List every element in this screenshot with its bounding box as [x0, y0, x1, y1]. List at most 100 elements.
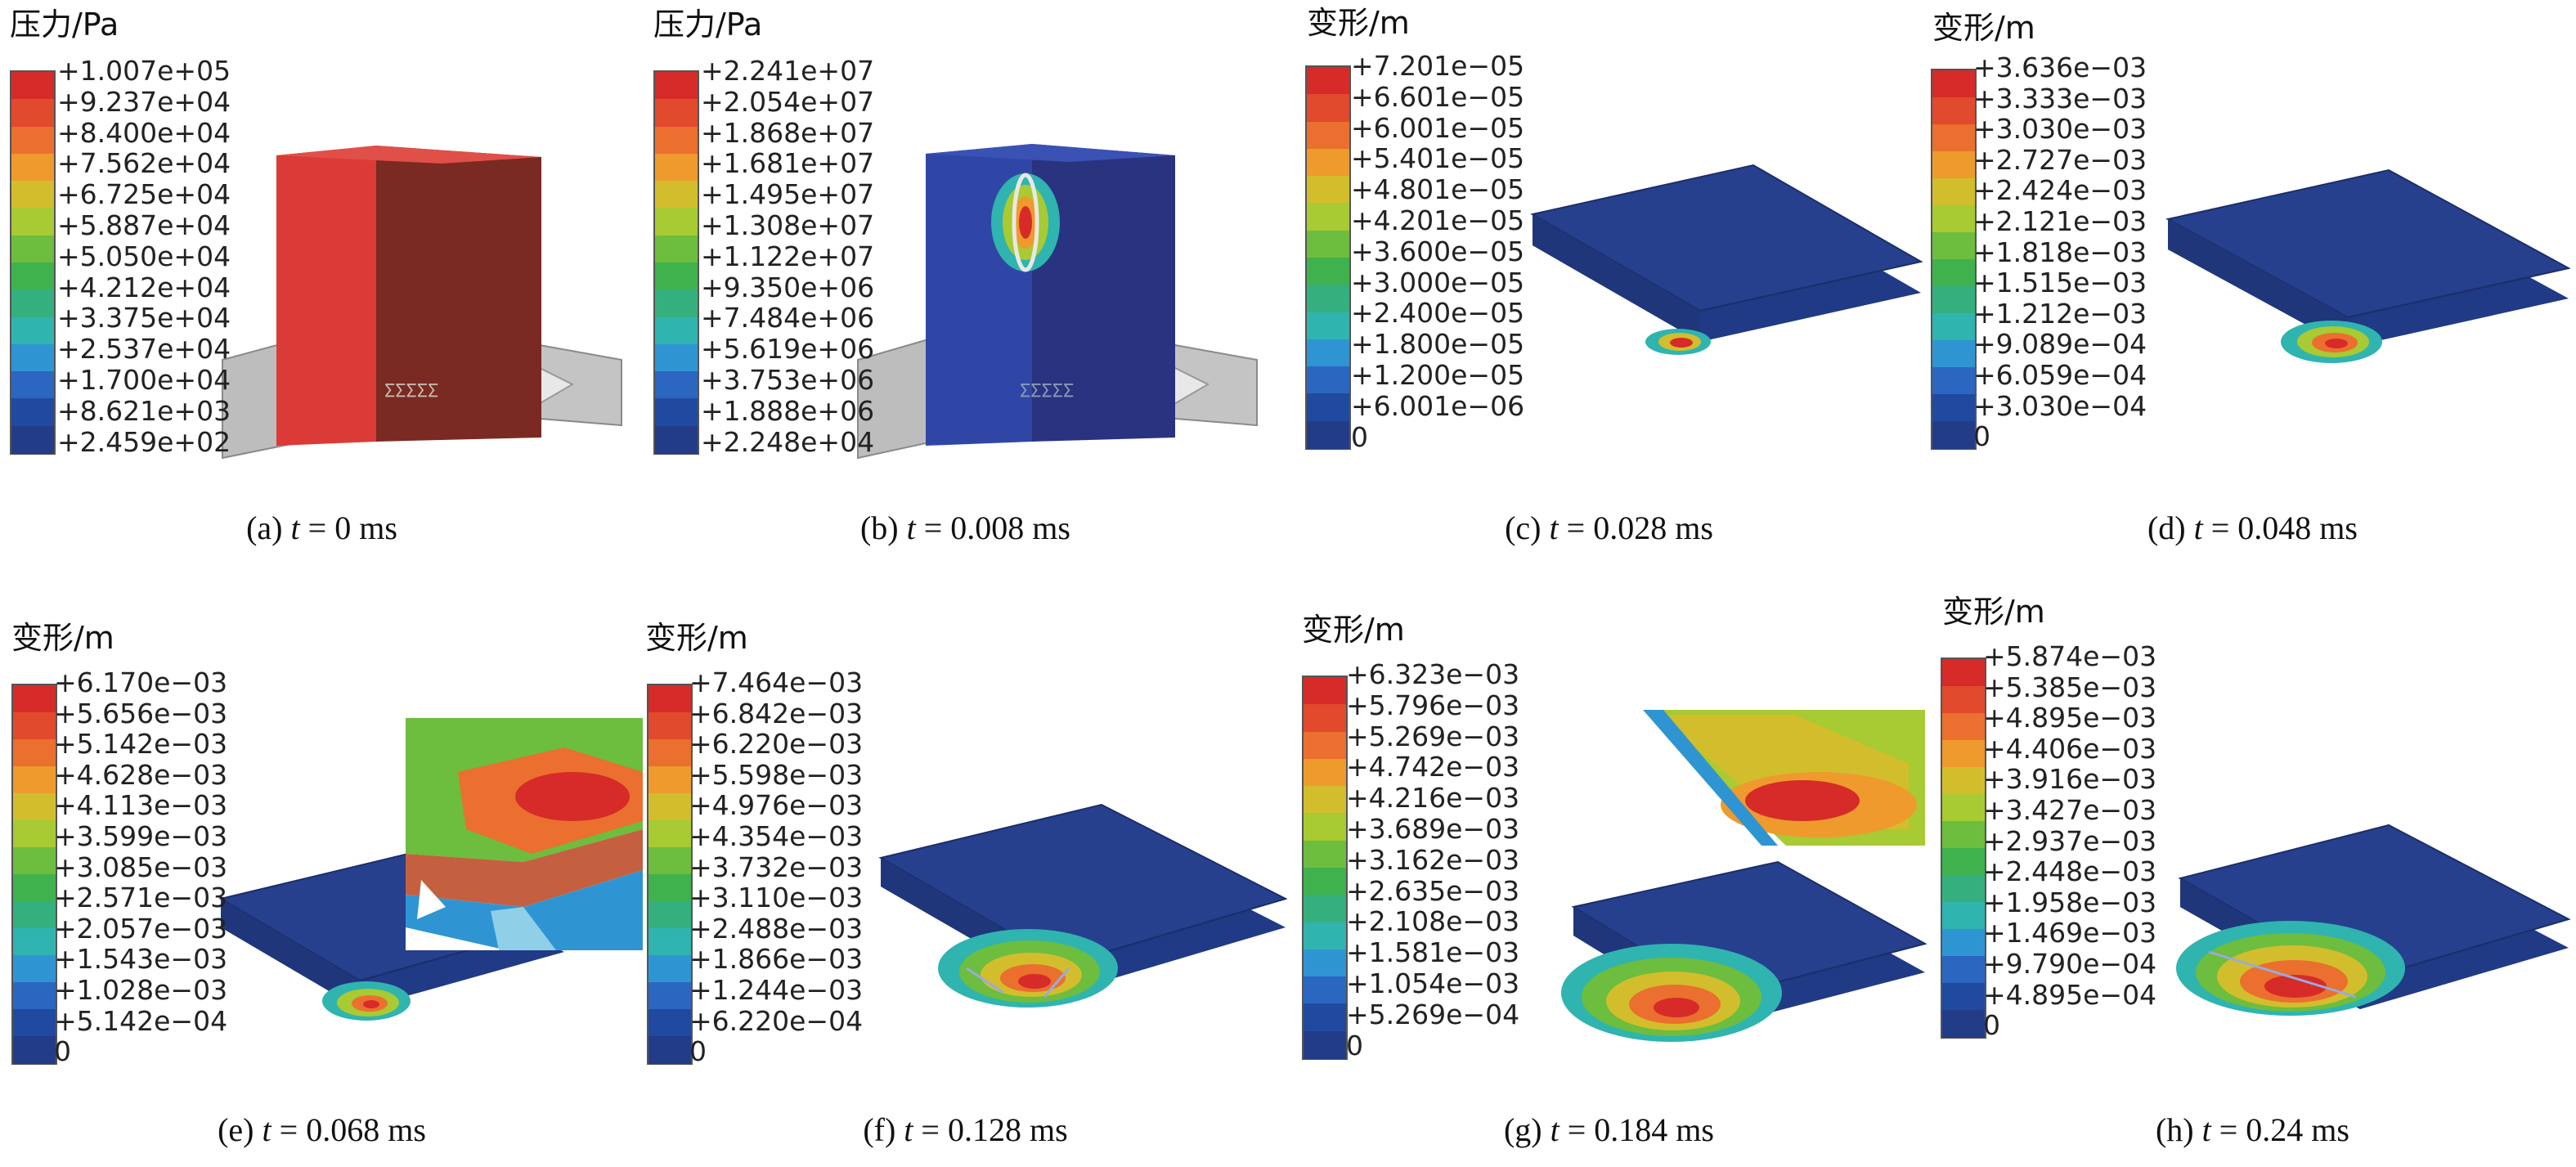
legend-color-band [655, 290, 698, 318]
legend-tick-label: 0 [54, 1035, 71, 1068]
legend-tick-label: 0 [689, 1035, 707, 1068]
legend-color-band [1307, 258, 1349, 286]
legend-color-band [1304, 677, 1346, 706]
legend-tick-label: +3.636e−03 [1973, 52, 2147, 83]
panel-caption: (a) t = 0 ms [246, 509, 397, 546]
legend-tick-label: +5.887e+04 [57, 209, 231, 241]
legend-tick-label: +3.732e−03 [689, 851, 864, 883]
legend-tick-label: +3.600e−05 [1351, 235, 1525, 267]
legend-tick-label: +9.237e+04 [57, 85, 231, 118]
legend-color-band [11, 208, 54, 236]
legend-tick-label: +1.054e−03 [1346, 967, 1520, 999]
legend-tick-label: +5.142e−03 [54, 728, 228, 761]
legend-tick-label: +5.656e−03 [54, 697, 228, 729]
legend-tick-label: +3.375e+04 [57, 302, 231, 334]
legend-color-band [648, 955, 691, 983]
panel-c: 变形/m (c) t = 0.028 ms +7.201e−05 +6.601e−… [1287, 0, 1931, 583]
legend-color-band [11, 181, 54, 209]
legend-tick-label: +2.448e−03 [1983, 855, 2157, 888]
legend-color-band [1307, 94, 1349, 123]
panel-caption: (g) t = 0.184 ms [1503, 1111, 1714, 1148]
legend-tick-label: +6.170e−03 [54, 667, 228, 698]
panel-g: 变形/m (g) t = 0.184 ms +6.323e−03 +5.796e−… [1287, 584, 1931, 1167]
legend-color-band [11, 343, 54, 373]
legend-tick-label: +1.122e+07 [701, 240, 875, 272]
legend-tick-label: +5.874e−03 [1983, 640, 2157, 672]
legend-color-band [1942, 767, 1985, 795]
legend-color-band [1307, 339, 1349, 368]
legend-tick-label: +3.085e−03 [54, 851, 228, 883]
legend-tick-label: +5.619e+06 [701, 333, 875, 366]
panel-b: 压力/Pa ΣΣΣΣΣ (b) t = 0.008 ms +2.241e+07 +… [644, 0, 1287, 583]
legend-tick-label: +1.681e+07 [701, 147, 875, 180]
panel-h: 变形/m (h) t = 0.24 ms +5.874e−03 +5.385e−0… [1931, 584, 2574, 1167]
legend-tick-label: +1.244e−03 [689, 974, 864, 1006]
legend-title: 变形/m [1307, 5, 1410, 41]
legend-tick-label: 0 [1983, 1009, 2000, 1042]
legend-color-band [1942, 929, 1985, 957]
legend-tick-label: +6.059e−04 [1973, 359, 2147, 391]
legend-color-band [1304, 1003, 1346, 1032]
legend-color-band [13, 739, 56, 767]
color-legend-bar [11, 684, 57, 1065]
legend-tick-label: +3.753e+06 [701, 364, 875, 396]
panel-caption: (h) t = 0.24 ms [2155, 1111, 2349, 1148]
legend-tick-label: +4.976e−03 [689, 789, 864, 822]
legend-tick-label: +7.201e−05 [1351, 50, 1525, 82]
legend-color-band [648, 793, 691, 821]
legend-title: 变形/m [1302, 612, 1405, 648]
legend-tick-label: +2.424e−03 [1973, 174, 2147, 207]
legend-tick-label: +1.958e−03 [1983, 886, 2157, 918]
legend-tick-label: +1.200e−05 [1351, 359, 1525, 391]
legend-tick-label: 0 [1973, 420, 1990, 453]
legend-color-band [1307, 121, 1349, 150]
legend-tick-label: +3.427e−03 [1983, 794, 2157, 826]
legend-color-band [1304, 1030, 1346, 1059]
panel-a: 压力/Pa ΣΣΣΣΣ (a) t = 0 ms +1.007e+05 +9.23… [0, 0, 644, 583]
legend-color-band [13, 766, 56, 794]
color-legend-bar [1941, 658, 1986, 1039]
legend-color-band [648, 712, 691, 740]
legend-color-band [1307, 312, 1349, 340]
legend-tick-label: +4.895e−03 [1983, 702, 2157, 734]
legend-color-band [1942, 1010, 1985, 1038]
legend-tick-label: +4.895e−04 [1983, 978, 2157, 1011]
panel-caption: (c) t = 0.028 ms [1505, 509, 1713, 546]
legend-color-band [1304, 813, 1346, 842]
pressure-contour-projectile: ΣΣΣΣΣ [222, 146, 622, 460]
legend-color-band [1304, 731, 1346, 760]
legend-color-band [1932, 70, 1975, 98]
legend-tick-label: +4.212e+04 [57, 271, 231, 303]
legend-color-band [13, 847, 56, 875]
legend-color-band [655, 316, 698, 345]
legend-tick-label: +5.401e−05 [1351, 142, 1525, 175]
legend-color-band [11, 290, 54, 318]
legend-tick-label: +2.488e−03 [689, 912, 864, 945]
legend-color-band [1304, 786, 1346, 815]
legend-color-band [1942, 740, 1985, 768]
legend-tick-label: +7.484e+06 [701, 302, 875, 334]
legend-color-band [1304, 976, 1346, 1005]
legend-color-band [655, 126, 698, 155]
legend-tick-label: +2.054e+07 [701, 85, 875, 118]
legend-color-band [1304, 895, 1346, 923]
legend-color-band [11, 99, 54, 128]
legend-tick-label: +4.628e−03 [54, 758, 228, 791]
legend-tick-label: +1.868e+07 [701, 116, 875, 149]
legend-color-band [648, 901, 691, 929]
legend-tick-label: +7.464e−03 [689, 667, 864, 698]
legend-color-band [1307, 285, 1349, 313]
legend-tick-label: +5.269e−04 [1346, 998, 1520, 1030]
legend-color-band [1932, 394, 1975, 422]
legend-color-band [13, 901, 56, 929]
legend-tick-label: +1.800e−05 [1351, 328, 1525, 361]
legend-color-band [1932, 259, 1975, 287]
legend-color-band [1932, 97, 1975, 125]
legend-tick-label: +8.400e+04 [57, 116, 231, 149]
legend-color-band [648, 982, 691, 1010]
legend-title: 压力/Pa [10, 7, 119, 43]
legend-tick-label: +1.007e+05 [57, 55, 231, 87]
legend-color-band [1307, 176, 1349, 204]
legend-tick-label: +6.842e−03 [689, 697, 864, 729]
legend-color-band [1942, 875, 1985, 903]
